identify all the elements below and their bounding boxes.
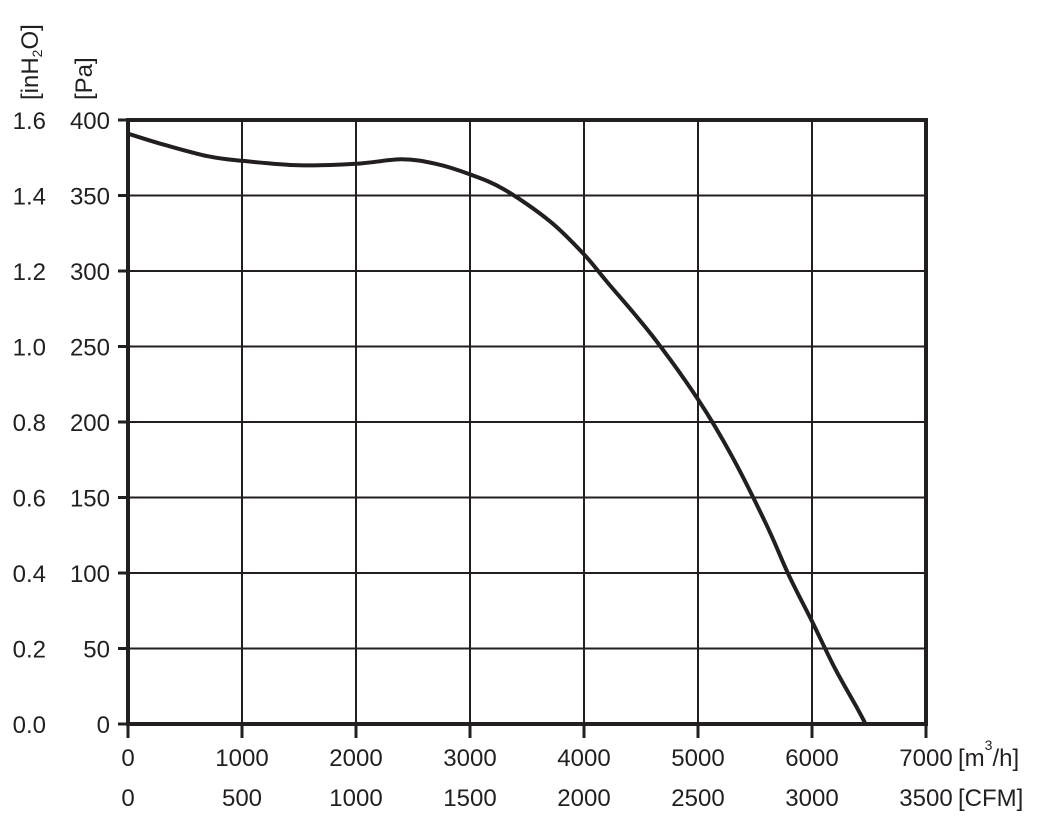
x-tick-label: 4000 xyxy=(557,745,610,772)
x-tick-label: 2000 xyxy=(329,745,382,772)
x-secondary-tick-label: 2000 xyxy=(557,785,610,812)
x-secondary-tick-label: 3500 xyxy=(899,785,952,812)
y-secondary-tick-label: 1.4 xyxy=(13,184,46,211)
y-secondary-tick-label: 0.0 xyxy=(13,712,46,739)
x-secondary-tick-label: 0 xyxy=(121,785,134,812)
y-secondary-tick-label: 1.0 xyxy=(13,335,46,362)
x-axis-unit: [m3/h] xyxy=(958,737,1019,772)
y-tick-label: 350 xyxy=(70,184,110,211)
y-secondary-tick-label: 1.2 xyxy=(13,259,46,286)
pressure-curve xyxy=(126,131,868,726)
y-secondary-axis-unit: [inH2O] xyxy=(17,24,45,100)
grid-lines xyxy=(128,120,926,724)
y-secondary-tick-label: 0.8 xyxy=(13,410,46,437)
y-secondary-tick-label: 1.6 xyxy=(13,108,46,135)
x-tick-label: 3000 xyxy=(443,745,496,772)
y-tick-label: 100 xyxy=(70,561,110,588)
y-tick-label: 0 xyxy=(97,712,110,739)
y-secondary-tick-label: 0.4 xyxy=(13,561,46,588)
x-tick-label: 0 xyxy=(121,745,134,772)
x-tick-label: 5000 xyxy=(671,745,724,772)
x-secondary-tick-label: 2500 xyxy=(671,785,724,812)
x-tick-label: 6000 xyxy=(785,745,838,772)
x-tick-label: 1000 xyxy=(215,745,268,772)
x-tick-marks xyxy=(118,118,928,738)
x-secondary-tick-label: 3000 xyxy=(785,785,838,812)
y-axis-unit: [Pa] xyxy=(71,57,98,100)
y-tick-label: 200 xyxy=(70,410,110,437)
y-secondary-tick-label: 0.6 xyxy=(13,486,46,513)
x-tick-label: 7000 xyxy=(899,745,952,772)
y-tick-label: 250 xyxy=(70,335,110,362)
y-tick-label: 150 xyxy=(70,486,110,513)
y-tick-label: 50 xyxy=(83,637,110,664)
y-tick-label: 300 xyxy=(70,259,110,286)
y-tick-label: 400 xyxy=(70,108,110,135)
x-secondary-tick-label: 1500 xyxy=(443,785,496,812)
x-secondary-tick-label: 1000 xyxy=(329,785,382,812)
series-layer xyxy=(126,131,868,726)
x-secondary-axis-unit: [CFM] xyxy=(958,785,1023,812)
x-secondary-tick-label: 500 xyxy=(222,785,262,812)
y-secondary-tick-label: 0.2 xyxy=(13,637,46,664)
